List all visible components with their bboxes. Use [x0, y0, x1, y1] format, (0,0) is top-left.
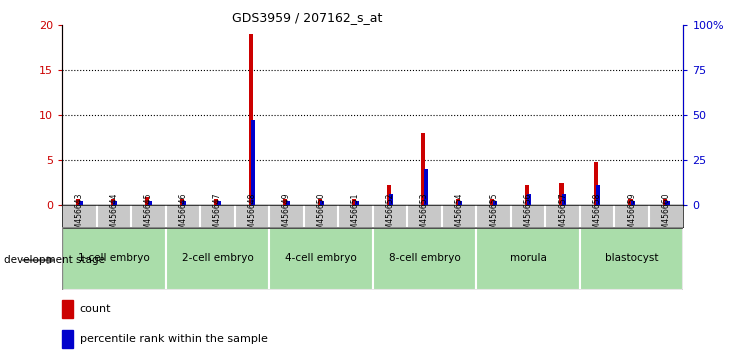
- Text: GSM456646: GSM456646: [178, 193, 187, 239]
- Bar: [631, 201, 635, 205]
- Text: GSM456649: GSM456649: [282, 193, 291, 239]
- Bar: [182, 201, 186, 205]
- Bar: [113, 201, 117, 205]
- Text: GSM456647: GSM456647: [213, 193, 222, 239]
- Bar: [665, 201, 670, 205]
- Bar: [373, 227, 477, 290]
- Bar: [216, 201, 221, 205]
- Bar: [594, 162, 598, 205]
- Bar: [493, 201, 497, 205]
- Text: GSM456650: GSM456650: [317, 193, 325, 239]
- Bar: [249, 34, 253, 205]
- Bar: [283, 199, 287, 205]
- Bar: [62, 227, 166, 290]
- Bar: [166, 227, 269, 290]
- Text: 1-cell embryo: 1-cell embryo: [78, 253, 150, 263]
- Text: GSM456645: GSM456645: [144, 193, 153, 239]
- Bar: [663, 199, 667, 205]
- Bar: [477, 227, 580, 290]
- Bar: [559, 183, 564, 205]
- Text: GSM456657: GSM456657: [558, 193, 567, 239]
- Bar: [318, 199, 322, 205]
- Bar: [355, 201, 359, 205]
- Text: GSM456658: GSM456658: [593, 193, 602, 239]
- Text: percentile rank within the sample: percentile rank within the sample: [80, 334, 268, 344]
- Bar: [62, 330, 73, 348]
- Bar: [251, 120, 255, 205]
- Text: development stage: development stage: [4, 255, 105, 265]
- Bar: [580, 227, 683, 290]
- Text: blastocyst: blastocyst: [605, 253, 659, 263]
- Bar: [596, 185, 600, 205]
- Bar: [269, 227, 373, 290]
- Bar: [78, 201, 83, 205]
- Text: GSM456644: GSM456644: [110, 193, 118, 239]
- Bar: [458, 201, 463, 205]
- Bar: [110, 199, 115, 205]
- Bar: [424, 169, 428, 205]
- Text: count: count: [80, 304, 111, 314]
- Bar: [62, 300, 73, 318]
- Bar: [389, 194, 393, 205]
- Text: GSM456656: GSM456656: [523, 193, 533, 239]
- Bar: [456, 199, 460, 205]
- Bar: [148, 201, 152, 205]
- Text: GSM456651: GSM456651: [351, 193, 360, 239]
- Text: GDS3959 / 207162_s_at: GDS3959 / 207162_s_at: [232, 11, 382, 24]
- Text: GSM456655: GSM456655: [489, 193, 498, 239]
- Text: 4-cell embryo: 4-cell embryo: [285, 253, 357, 263]
- Bar: [214, 199, 219, 205]
- Bar: [145, 197, 149, 205]
- Bar: [320, 201, 325, 205]
- Text: 2-cell embryo: 2-cell embryo: [181, 253, 254, 263]
- Bar: [527, 194, 531, 205]
- Bar: [76, 199, 80, 205]
- Bar: [525, 184, 529, 205]
- Text: GSM456653: GSM456653: [420, 193, 429, 239]
- Text: 8-cell embryo: 8-cell embryo: [389, 253, 461, 263]
- Bar: [421, 133, 425, 205]
- Bar: [180, 199, 183, 205]
- Text: morula: morula: [510, 253, 547, 263]
- Text: GSM456660: GSM456660: [662, 193, 671, 239]
- Text: GSM456643: GSM456643: [75, 193, 84, 239]
- Text: GSM456654: GSM456654: [455, 193, 463, 239]
- Bar: [629, 199, 632, 205]
- Text: GSM456648: GSM456648: [248, 193, 257, 239]
- Bar: [352, 199, 357, 205]
- Bar: [562, 194, 566, 205]
- Text: GSM456659: GSM456659: [627, 193, 636, 239]
- Bar: [387, 185, 391, 205]
- Text: GSM456652: GSM456652: [385, 193, 395, 239]
- Bar: [491, 199, 494, 205]
- Bar: [286, 201, 289, 205]
